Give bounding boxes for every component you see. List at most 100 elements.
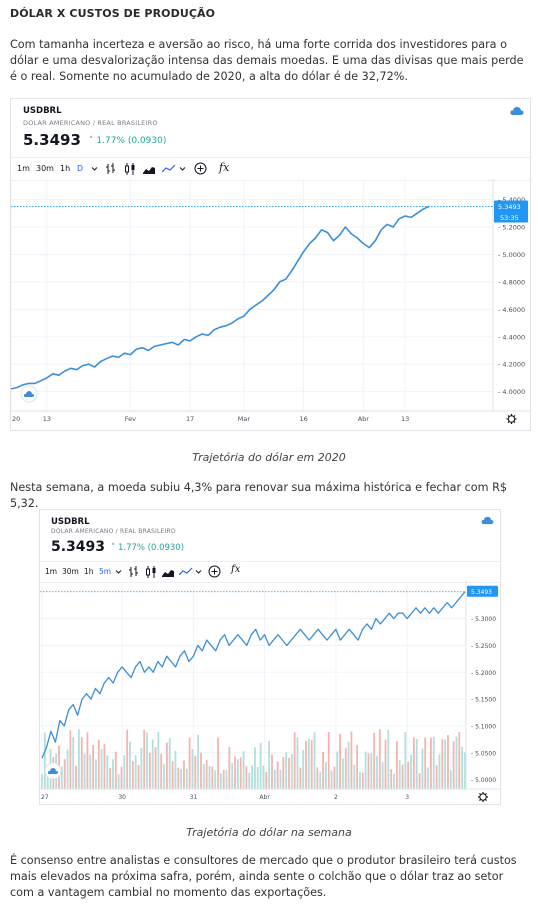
indicators-fx-button[interactable]: fx: [219, 161, 230, 174]
y-tick-label: - 5.4000: [498, 196, 525, 204]
volume-bar: [427, 767, 429, 789]
volume-bar: [219, 773, 222, 789]
line-style-icon[interactable]: [162, 164, 176, 174]
line-style-icon[interactable]: [179, 567, 193, 577]
chart-2020[interactable]: USDBRL DOLAR AMERICANO / REAL BRASILEIRO…: [10, 98, 531, 431]
last-price-tag-label: 5.3493: [471, 589, 492, 596]
volume-bar: [194, 755, 197, 789]
volume-bar: [180, 768, 183, 789]
volume-bar: [248, 772, 251, 789]
volume-bar: [239, 757, 242, 789]
cloud-icon[interactable]: [510, 106, 524, 116]
volume-bar: [100, 748, 103, 789]
chevron-down-icon[interactable]: [195, 569, 202, 575]
volume-bar: [387, 730, 390, 789]
volume-bar: [134, 755, 137, 789]
last-price-tag-label: 5.3493: [498, 203, 521, 211]
volume-bar: [407, 761, 410, 789]
timeframe-1m[interactable]: 1m: [17, 164, 30, 173]
candles-style-icon[interactable]: [124, 163, 136, 175]
volume-bar: [69, 730, 72, 789]
volume-bar: [415, 739, 418, 789]
chart-week-plot[interactable]: - 5.3000 - 5.2500 - 5.2000 - 5.1500 - 5.1000…: [40, 581, 500, 804]
chevron-down-icon[interactable]: [179, 166, 186, 172]
volume-bar: [461, 746, 464, 789]
timeframe-30m[interactable]: 30m: [36, 164, 54, 173]
area-style-icon[interactable]: [162, 567, 174, 577]
timeframe-1m[interactable]: 1m: [45, 567, 58, 576]
bars-style-icon[interactable]: [129, 566, 139, 578]
volume-bar: [378, 729, 381, 789]
cloud-icon[interactable]: [481, 516, 494, 525]
volume-bar: [359, 771, 361, 789]
y-tick-label: - 4.4000: [498, 333, 525, 341]
caption-2: Trajetória do dólar na semana: [186, 826, 352, 839]
last-price-tag: [467, 585, 498, 597]
volume-bar: [276, 761, 279, 789]
timeframe-1h[interactable]: 1h: [60, 164, 71, 173]
volume-bar: [444, 739, 447, 789]
volume-bar: [307, 738, 310, 789]
timeframe-30m[interactable]: 30m: [62, 567, 79, 576]
volume-bar: [188, 737, 191, 789]
volume-bar: [390, 769, 393, 789]
last-price-tag: [494, 200, 528, 223]
volume-bar: [381, 761, 384, 789]
volume-bar: [83, 754, 86, 789]
timeframe-1h[interactable]: 1h: [84, 567, 94, 576]
volume-bar: [430, 737, 432, 789]
volume-bar: [75, 765, 77, 789]
volume-bar: [166, 742, 168, 789]
volume-bar: [367, 753, 370, 789]
volume-bar: [222, 770, 225, 789]
volume-bar: [268, 740, 271, 789]
add-indicator-icon[interactable]: [194, 162, 207, 175]
chart-subtitle: DOLAR AMERICANO / REAL BRASILEIRO: [23, 119, 158, 127]
gear-icon[interactable]: [506, 414, 517, 424]
volume-bar: [395, 741, 398, 789]
timeframe-d[interactable]: D: [77, 164, 84, 173]
volume-bar: [129, 741, 131, 789]
timeframe-5m[interactable]: 5m: [99, 567, 112, 576]
area-style-icon[interactable]: [143, 164, 155, 174]
volume-bar: [242, 751, 245, 789]
volume-bar: [293, 732, 296, 789]
y-tick-label: - 5.0000: [498, 251, 525, 259]
indicators-fx-button[interactable]: fx: [231, 564, 241, 575]
volume-bar: [288, 757, 290, 789]
volume-bar: [228, 747, 231, 789]
add-indicator-icon[interactable]: [208, 565, 221, 578]
volume-bar: [126, 729, 129, 789]
volume-bar: [424, 737, 427, 789]
candles-style-icon[interactable]: [145, 566, 157, 578]
chevron-down-icon[interactable]: [115, 569, 122, 575]
volume-bar: [60, 766, 63, 789]
volume-bar: [109, 767, 112, 789]
chart-2020-plot[interactable]: - 5.4000 - 5.2000 - 5.0000 - 4.8000 - 4.6000…: [11, 179, 530, 430]
volume-bar: [421, 748, 424, 789]
volume-bar: [370, 752, 373, 789]
volume-bar: [435, 765, 438, 789]
volume-bar: [273, 769, 276, 789]
volume-bar: [245, 766, 248, 789]
volume-bar: [157, 731, 160, 789]
volume-bar: [441, 739, 444, 789]
chart-price: 5.3493: [51, 539, 106, 555]
volume-bar: [259, 742, 262, 789]
volume-bar: [208, 766, 211, 789]
chart-change-value: 1.77% (0.0930): [96, 136, 167, 146]
tradingview-logo-icon[interactable]: [44, 762, 62, 780]
chart-subtitle: DOLAR AMERICANO / REAL BRASILEIRO: [51, 528, 176, 535]
x-tick-label: 16: [299, 415, 307, 423]
y-tick-label: - 4.6000: [498, 306, 525, 314]
tradingview-logo-icon[interactable]: [20, 385, 38, 403]
volume-bar: [449, 770, 452, 789]
volume-bar: [336, 751, 339, 789]
bars-style-icon[interactable]: [106, 163, 116, 175]
gear-icon[interactable]: [478, 792, 488, 802]
chevron-down-icon[interactable]: [91, 166, 98, 172]
chart-week[interactable]: USDBRL DOLAR AMERICANO / REAL BRASILEIRO…: [39, 509, 501, 805]
volume-bar: [279, 769, 282, 789]
volume-bar: [322, 751, 324, 789]
volume-bar: [344, 748, 347, 789]
